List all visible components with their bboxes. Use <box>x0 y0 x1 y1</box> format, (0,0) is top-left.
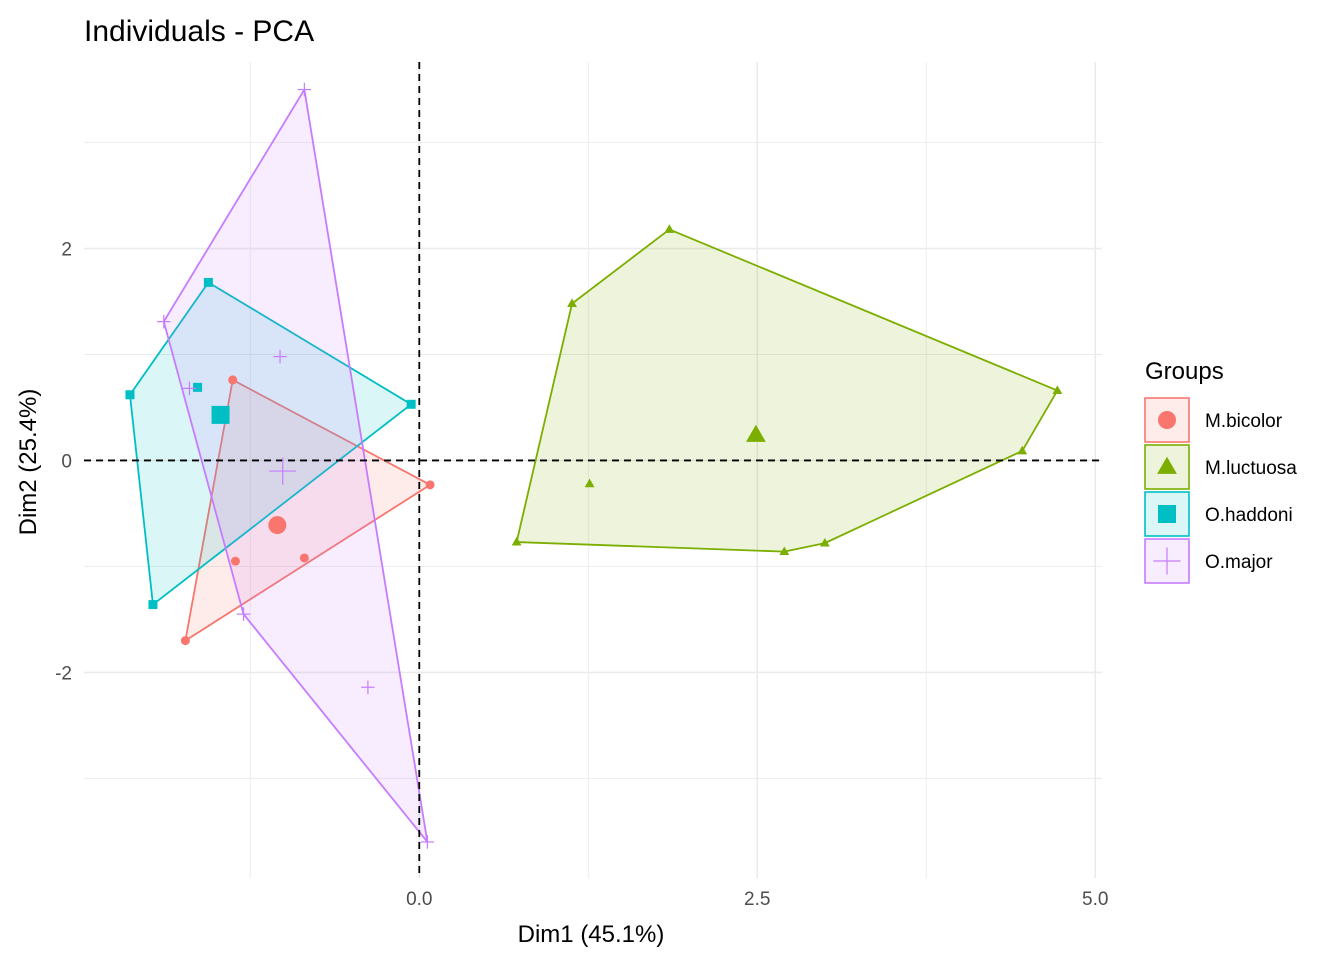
point-m-bicolor <box>299 553 309 563</box>
centroid-m-luctuosa <box>746 424 766 442</box>
point-o-haddoni <box>193 382 203 392</box>
legend-title: Groups <box>1145 358 1224 385</box>
grid-lines <box>84 62 1102 878</box>
point-m-luctuosa <box>779 546 790 556</box>
centroid-o-major <box>269 457 297 485</box>
legend-label-o-major: O.major <box>1205 552 1273 573</box>
legend: Groups M.bicolor M.luctuosa O.haddoni O.maj… <box>1144 358 1297 584</box>
point-o-haddoni <box>406 399 416 409</box>
hull-m-bicolor <box>184 379 431 642</box>
point-o-major <box>420 835 435 849</box>
point-m-bicolor <box>228 375 238 385</box>
point-o-major <box>273 349 287 364</box>
point-o-major <box>297 82 312 97</box>
convex-hulls <box>129 88 1059 843</box>
hull-m-luctuosa <box>515 228 1059 553</box>
x-tick-label: 2.5 <box>744 889 770 910</box>
point-o-haddoni <box>148 600 158 610</box>
data-points <box>125 82 1063 849</box>
chart-title: Individuals - PCA <box>84 15 314 48</box>
point-m-luctuosa <box>819 537 830 547</box>
point-m-luctuosa <box>511 536 522 546</box>
point-m-bicolor <box>425 480 435 490</box>
legend-label-m-luctuosa: M.luctuosa <box>1205 458 1297 479</box>
point-o-major <box>361 680 375 694</box>
point-o-major <box>236 607 251 621</box>
point-m-bicolor <box>180 636 190 646</box>
y-tick-label: 0 <box>61 451 72 472</box>
point-m-luctuosa <box>567 298 577 308</box>
x-tick-label: 0.0 <box>406 889 432 910</box>
reference-lines <box>84 62 1102 878</box>
centroid-o-haddoni <box>211 405 230 424</box>
legend-key-o-haddoni <box>1144 491 1190 537</box>
axis-ticks: 0.0 2.5 5.0 -2 0 2 <box>55 240 1108 910</box>
y-tick-label: -2 <box>55 663 72 684</box>
legend-marker-m-bicolor <box>1158 411 1176 429</box>
point-m-luctuosa <box>1017 445 1028 455</box>
legend-marker-m-luctuosa <box>1157 456 1177 474</box>
y-tick-label: 2 <box>61 240 72 261</box>
point-m-bicolor <box>230 556 240 566</box>
point-m-luctuosa <box>664 224 675 233</box>
legend-label-m-bicolor: M.bicolor <box>1205 411 1283 432</box>
legend-marker-o-major <box>1153 547 1181 575</box>
point-o-major <box>182 381 197 396</box>
legend-label-o-haddoni: O.haddoni <box>1205 505 1293 526</box>
x-axis-title: Dim1 (45.1%) <box>518 921 665 948</box>
legend-marker-o-haddoni <box>1158 505 1176 523</box>
y-axis-title: Dim2 (25.4%) <box>15 389 42 536</box>
centroid-m-bicolor <box>268 516 287 535</box>
x-tick-label: 5.0 <box>1082 889 1108 910</box>
point-m-luctuosa <box>584 478 595 488</box>
point-m-luctuosa <box>1052 385 1063 394</box>
point-o-haddoni <box>203 277 213 287</box>
point-o-haddoni <box>125 390 135 400</box>
point-o-major <box>157 314 171 329</box>
